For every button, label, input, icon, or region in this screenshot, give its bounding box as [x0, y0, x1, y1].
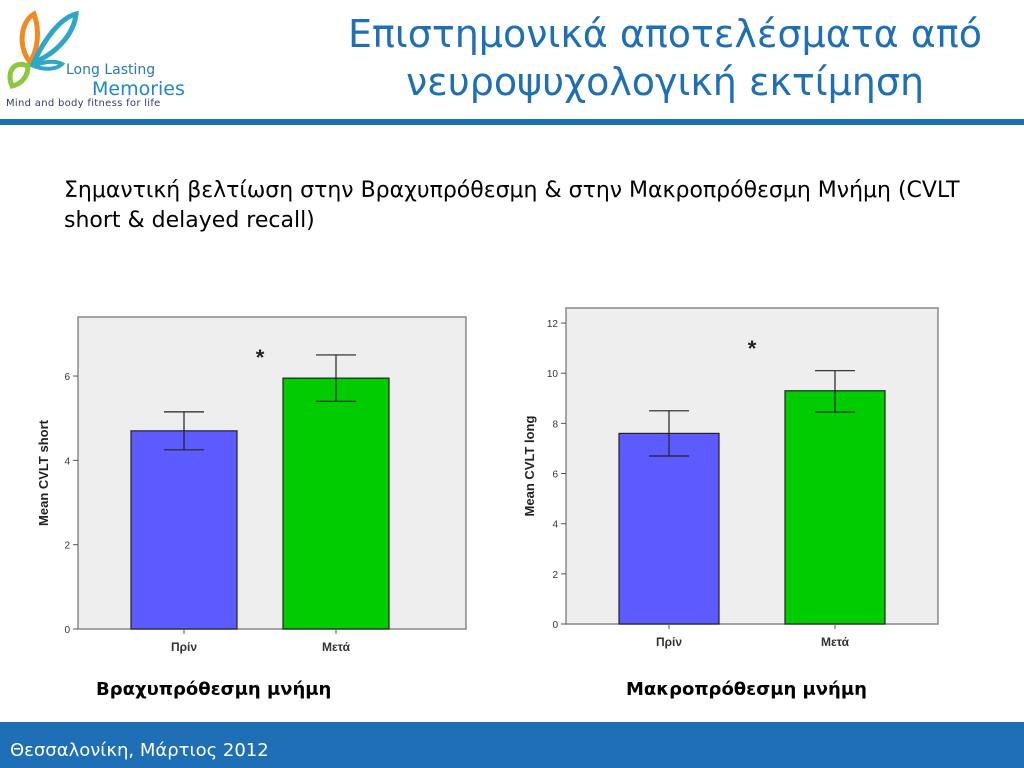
- y-tick-label: 4: [552, 520, 558, 531]
- bar: [130, 430, 238, 630]
- y-tick-label: 2: [552, 570, 558, 581]
- footer-text: Θεσσαλονίκη, Μάρτιος 2012: [10, 740, 269, 761]
- y-tick-label: 0: [64, 625, 70, 636]
- caption-long-term: Μακροπρόθεσμη μνήμη: [626, 679, 867, 700]
- x-tick-label: Πρίν: [171, 640, 197, 654]
- y-tick-label: 0: [552, 620, 558, 631]
- bar: [784, 390, 886, 625]
- x-tick-label: Μετά: [821, 635, 850, 649]
- page-title: Επιστημονικά αποτελέσματα από νευροψυχολ…: [348, 12, 982, 104]
- y-axis-label: Mean CVLT long: [522, 416, 537, 517]
- y-tick-label: 10: [547, 369, 559, 380]
- bar: [282, 377, 390, 630]
- y-tick-label: 4: [64, 456, 70, 467]
- significance-marker: *: [748, 336, 757, 361]
- x-tick-label: Πρίν: [656, 635, 682, 649]
- y-tick-label: 6: [552, 470, 558, 481]
- logo: Long Lasting Memories Mind and body fitn…: [0, 0, 200, 115]
- chart-long-term: 0 2 4 6 8 10 12 Mean CVLT long Πρίν Μετά *: [516, 300, 946, 655]
- logo-name: Long Lasting: [66, 62, 156, 78]
- caption-short-term: Βραχυπρόθεσμη μνήμη: [96, 679, 332, 700]
- chart-short-term-svg: 0 2 4 6 Mean CVLT short Πρίν Μετά *: [36, 316, 467, 654]
- x-tick-label: Μετά: [322, 640, 351, 654]
- bar: [618, 432, 720, 625]
- y-tick-label: 6: [64, 372, 70, 383]
- butterfly-logo-icon: [7, 10, 79, 89]
- footer-bar: Θεσσαλονίκη, Μάρτιος 2012: [0, 722, 1024, 768]
- y-tick-label: 8: [552, 419, 558, 430]
- logo-name-memories: Memories: [92, 78, 185, 100]
- y-axis-label: Mean CVLT short: [36, 419, 51, 526]
- y-tick-label: 2: [64, 541, 70, 552]
- logo-tagline: Mind and body fitness for life: [6, 98, 161, 109]
- y-tick-label: 12: [547, 319, 559, 330]
- chart-long-term-svg: 0 2 4 6 8 10 12 Mean CVLT long Πρίν Μετά *: [522, 307, 939, 649]
- chart-short-term: 0 2 4 6 Mean CVLT short Πρίν Μετά *: [30, 305, 480, 655]
- slide-subtitle: Σημαντική βελτίωση στην Βραχυπρόθεσμη & …: [64, 178, 960, 233]
- significance-marker: *: [256, 345, 265, 370]
- header-divider: [0, 119, 1024, 125]
